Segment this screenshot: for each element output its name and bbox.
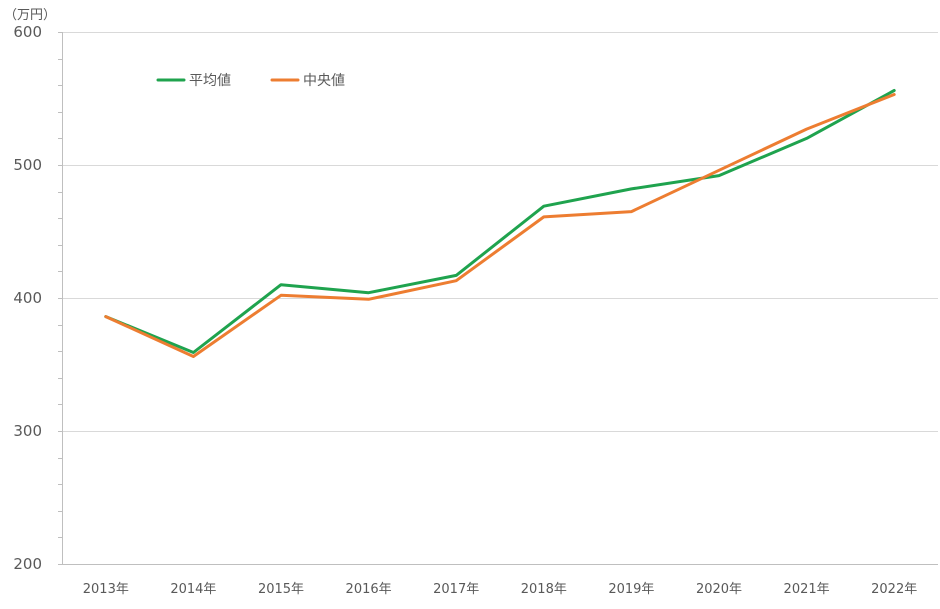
- x-tick-label-9: 2022年: [871, 582, 917, 597]
- y-tick-label-300: 300: [13, 422, 42, 440]
- x-tick-label-1: 2014年: [170, 582, 216, 597]
- y-tick-label-200: 200: [13, 555, 42, 573]
- x-tick-label-2: 2015年: [258, 582, 304, 597]
- x-tick-label-5: 2018年: [521, 582, 567, 597]
- x-tick-label-3: 2016年: [346, 582, 392, 597]
- legend-item-average: 平均値: [156, 73, 231, 89]
- legend: 平均値 中央値: [156, 73, 345, 89]
- legend-label-median: 中央値: [303, 73, 345, 89]
- x-tick-labels: 2013年 2014年 2015年 2016年 2017年 2018年 2019年 2020年…: [83, 582, 917, 597]
- median-data-point-0: [102, 313, 110, 321]
- y-axis-unit-label: （万円）: [4, 8, 57, 23]
- y-tick-label-500: 500: [13, 156, 42, 174]
- median-data-point-6: [627, 208, 635, 216]
- median-series: [102, 91, 898, 361]
- legend-label-average: 平均値: [189, 73, 231, 89]
- x-tick-label-6: 2019年: [608, 582, 654, 597]
- average-data-point-8: [803, 134, 811, 142]
- average-series-line: [104, 89, 896, 354]
- x-tick-label-8: 2021年: [784, 582, 830, 597]
- x-tick-label-4: 2017年: [433, 582, 479, 597]
- median-series-line: [104, 93, 896, 358]
- average-data-point-5: [540, 202, 548, 210]
- median-data-point-4: [452, 277, 460, 285]
- y-tick-label-600: 600: [13, 23, 42, 41]
- median-data-point-9: [890, 91, 898, 99]
- average-data-point-2: [277, 281, 285, 289]
- average-series: [104, 89, 896, 354]
- y-axis-minor-ticks: [58, 32, 62, 565]
- gridlines: [62, 32, 938, 432]
- y-tick-label-400: 400: [13, 289, 42, 307]
- median-data-point-2: [277, 291, 285, 299]
- median-data-point-5: [540, 213, 548, 221]
- median-data-point-1: [189, 353, 197, 361]
- median-data-point-7: [715, 166, 723, 174]
- legend-item-median: 中央値: [270, 73, 345, 89]
- x-tick-label-0: 2013年: [83, 582, 129, 597]
- y-tick-labels: 200 300 400 500 600: [13, 23, 42, 573]
- median-data-point-3: [365, 295, 373, 303]
- average-data-point-6: [627, 185, 635, 193]
- median-data-point-8: [803, 125, 811, 133]
- x-tick-label-7: 2020年: [696, 582, 742, 597]
